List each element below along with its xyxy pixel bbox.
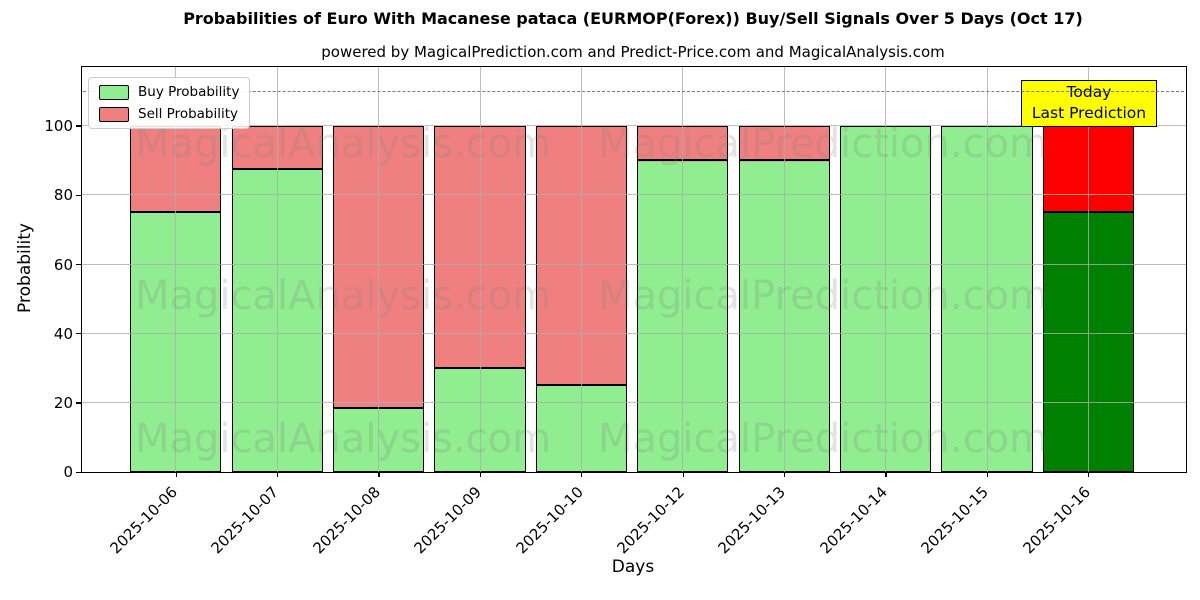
y-tick (76, 125, 81, 127)
watermark-text: MagicalPrediction.com (598, 121, 1048, 167)
y-tick-label: 100 (44, 116, 73, 135)
x-tick (175, 472, 177, 478)
x-tick (479, 472, 482, 478)
y-tick-label: 20 (53, 394, 73, 413)
x-tick (986, 472, 989, 478)
gridline-horizontal (82, 263, 1186, 265)
buy-swatch-icon (99, 84, 129, 100)
x-tick-label: 2025-10-08 (309, 483, 384, 558)
x-tick-label: 2025-10-13 (714, 483, 790, 558)
x-tick-label: 2025-10-07 (207, 483, 283, 558)
today-annotation-line1: Today (1066, 82, 1112, 101)
y-tick-label: 80 (53, 186, 73, 205)
watermark-text: MagicalPrediction.com (598, 416, 1048, 462)
x-tick-label: 2025-10-16 (1019, 483, 1094, 558)
gridline-vertical (276, 67, 278, 472)
legend-label-sell: Sell Probability (138, 106, 239, 122)
chart-title: Probabilities of Euro With Macanese pata… (183, 9, 1083, 28)
today-annotation-line2: Last Prediction (1031, 104, 1147, 122)
watermark-text: MagicalAnalysis.com (135, 416, 552, 462)
gridline-horizontal (82, 194, 1186, 196)
x-tick-label: 2025-10-15 (917, 483, 993, 558)
plot-area: MagicalAnalysis.com MagicalPrediction.com… (81, 66, 1187, 473)
legend-item-sell: Sell Probability (99, 106, 239, 122)
x-tick-label: 2025-10-09 (410, 483, 486, 558)
y-tick (76, 194, 81, 196)
x-tick (1088, 472, 1090, 478)
x-tick (276, 472, 279, 478)
legend-item-buy: Buy Probability (99, 84, 239, 100)
x-tick (885, 472, 887, 478)
x-tick-label: 2025-10-12 (613, 483, 688, 558)
x-axis-label: Days (611, 557, 655, 577)
gridline-vertical (1087, 67, 1089, 472)
x-tick (378, 472, 380, 478)
gridline-vertical (580, 67, 582, 472)
y-tick-label: 40 (53, 324, 73, 343)
gridline-horizontal (82, 402, 1186, 404)
gridline-vertical (885, 67, 887, 472)
y-tick (76, 402, 81, 404)
gridline-vertical (175, 67, 177, 472)
chart-subtitle: powered by MagicalPrediction.com and Pre… (321, 43, 945, 61)
gridline-vertical (783, 67, 785, 472)
x-tick-label: 2025-10-14 (816, 483, 891, 558)
gridline-vertical (378, 67, 380, 472)
gridline-vertical (986, 67, 988, 472)
watermark-text: MagicalPrediction.com (598, 273, 1048, 319)
y-tick-label: 60 (53, 255, 73, 274)
gridline-horizontal (82, 125, 1186, 126)
x-tick (581, 472, 583, 478)
y-tick-label: 0 (63, 463, 73, 482)
y-tick (76, 471, 81, 474)
x-tick (682, 472, 684, 478)
gridline-vertical (479, 67, 481, 472)
x-tick-label: 2025-10-10 (512, 483, 587, 558)
today-annotation: Today Last Prediction (1021, 80, 1157, 127)
legend-label-buy: Buy Probability (138, 84, 240, 100)
gridline-vertical (682, 67, 684, 472)
x-tick (783, 472, 786, 478)
watermark-text: MagicalAnalysis.com (135, 273, 552, 319)
y-tick (76, 333, 81, 335)
gridline-horizontal (82, 332, 1186, 334)
y-tick (76, 263, 81, 266)
x-tick-label: 2025-10-06 (106, 483, 181, 558)
threshold-dashed-line (83, 91, 1184, 93)
legend: Buy Probability Sell Probability (88, 77, 251, 129)
sell-swatch-icon (99, 106, 129, 122)
